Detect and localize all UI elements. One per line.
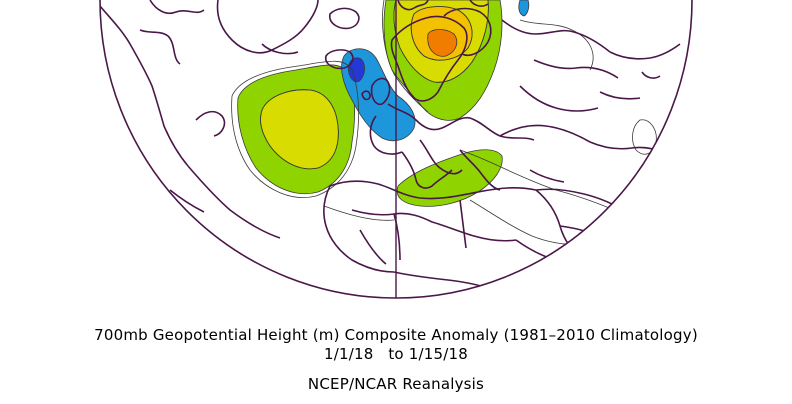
coastlines [100,0,681,293]
date-range: 1/1/18 to 1/15/18 [323,345,469,363]
anomaly-region-scandinavia-peak [427,29,458,57]
map-title: 700mb Geopotential Height (m) Composite … [94,326,698,344]
map-domain-border [99,0,693,299]
anomaly-map [99,0,693,299]
anomaly-region-trough-core [348,57,365,83]
data-source: NCEP/NCAR Reanalysis [307,375,485,393]
anomaly-region-small-north [518,0,530,17]
